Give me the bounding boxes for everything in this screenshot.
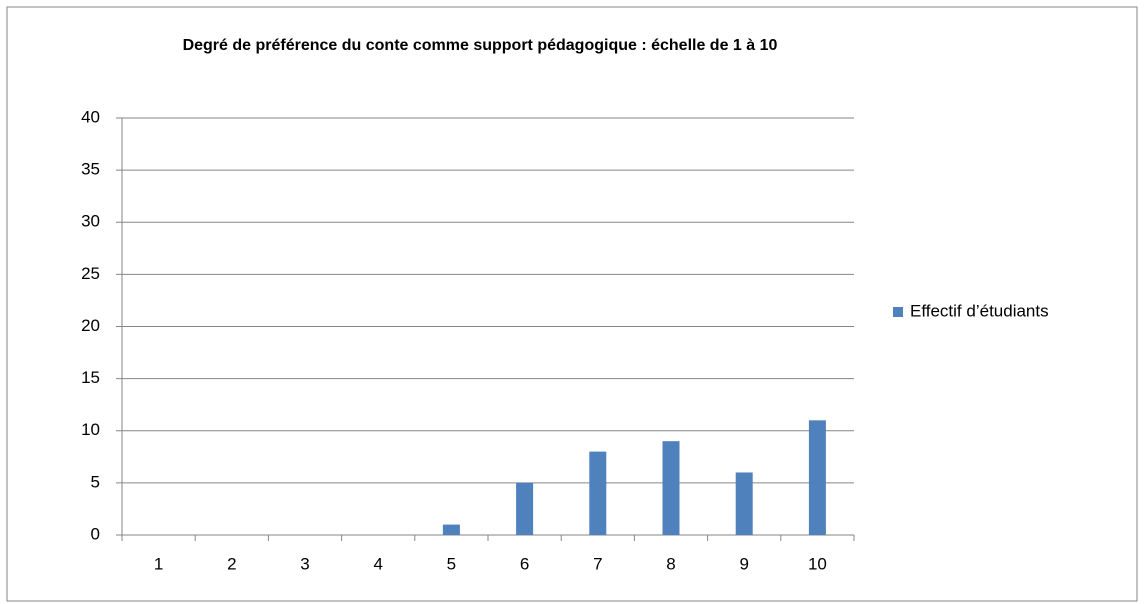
x-tick-label: 7 <box>593 554 602 573</box>
legend-label: Effectif d’étudiants <box>910 301 1049 320</box>
bar <box>589 451 607 535</box>
x-tick-label: 10 <box>808 554 827 573</box>
y-tick-label: 25 <box>81 264 100 283</box>
x-tick-label: 2 <box>227 554 236 573</box>
x-tick-label: 4 <box>373 554 382 573</box>
bar <box>808 420 826 535</box>
y-tick-label: 0 <box>91 524 100 543</box>
chart-title: Degré de préférence du conte comme suppo… <box>183 37 778 54</box>
y-tick-label: 10 <box>81 420 100 439</box>
y-tick-label: 30 <box>81 212 100 231</box>
y-tick-label: 40 <box>81 107 100 126</box>
y-tick-label: 5 <box>91 472 100 491</box>
x-tick-label: 8 <box>666 554 675 573</box>
y-tick-label: 15 <box>81 368 100 387</box>
bar <box>662 441 680 535</box>
chart-frame <box>6 6 1138 602</box>
x-tick-label: 1 <box>154 554 163 573</box>
x-tick-label: 6 <box>520 554 529 573</box>
y-tick-label: 20 <box>81 316 100 335</box>
x-tick-label: 9 <box>739 554 748 573</box>
x-tick-label: 5 <box>447 554 456 573</box>
legend-swatch <box>893 307 903 317</box>
bar <box>516 482 534 535</box>
bar <box>735 472 753 535</box>
bar <box>442 524 460 535</box>
y-tick-label: 35 <box>81 160 100 179</box>
x-tick-label: 3 <box>300 554 309 573</box>
